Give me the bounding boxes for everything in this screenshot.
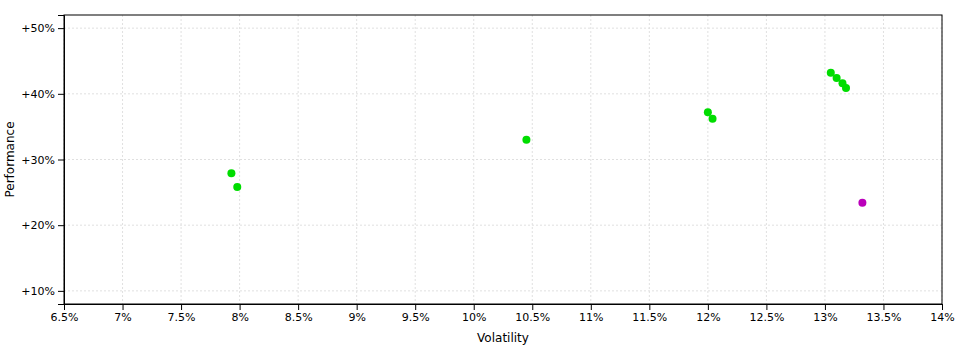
plot-area: 6.5% 7% 7.5% 8% 8.5% 9% 9.5% 10% 10.5% 11% 11.5% 12… <box>21 15 954 324</box>
point <box>233 183 241 191</box>
x-tick: 7.5% <box>168 304 196 324</box>
x-tick-label: 7% <box>114 311 131 324</box>
x-tick-label: 8% <box>231 311 248 324</box>
x-grid-line <box>239 15 240 304</box>
x-tick-label: 7.5% <box>168 311 196 324</box>
grid <box>64 15 942 304</box>
chart: 6.5% 7% 7.5% 8% 8.5% 9% 9.5% 10% 10.5% 11% 11.5% 12… <box>0 0 966 350</box>
x-tick-label: 11% <box>579 311 603 324</box>
x-tick-mark <box>825 304 826 310</box>
x-tick: 6.5% <box>51 304 79 324</box>
x-tick-label: 10.5% <box>515 311 550 324</box>
x-tick: 12% <box>696 304 720 324</box>
x-grid-line <box>415 15 416 304</box>
x-tick: 8.5% <box>285 304 313 324</box>
x-tick-mark <box>883 304 884 310</box>
x-tick-mark <box>591 304 592 310</box>
y-tick-mark <box>58 94 64 95</box>
y-tick-label: +50% <box>21 22 55 35</box>
y-tick-label: +30% <box>21 154 55 167</box>
y-tick-mark <box>58 28 64 29</box>
point <box>858 199 866 207</box>
y-tick-label: +40% <box>21 88 55 101</box>
y-axis-line <box>58 16 65 305</box>
x-tick-label: 13% <box>813 311 837 324</box>
plot-frame <box>64 15 942 304</box>
y-tick: +50% <box>21 22 64 35</box>
x-tick-label: 9.5% <box>402 311 430 324</box>
x-tick-mark <box>708 304 709 310</box>
x-axis-title: Volatility <box>477 331 529 345</box>
point <box>704 108 712 116</box>
x-tick-label: 8.5% <box>285 311 313 324</box>
x-tick-label: 6.5% <box>51 311 79 324</box>
x-tick: 12.5% <box>749 304 784 324</box>
y-grid-line <box>64 93 942 94</box>
x-axis-line <box>65 305 943 311</box>
x-tick-mark <box>181 304 182 310</box>
x-tick: 8% <box>231 304 248 324</box>
y-tick-mark <box>58 291 64 292</box>
x-tick-mark <box>942 304 943 310</box>
points <box>227 69 866 207</box>
x-tick-label: 9% <box>348 311 365 324</box>
x-tick: 10.5% <box>515 304 550 324</box>
x-tick-mark <box>298 304 299 310</box>
y-tick: +20% <box>21 219 64 232</box>
x-tick-mark <box>532 304 533 310</box>
point <box>842 84 850 92</box>
x-tick: 13.5% <box>866 304 901 324</box>
point <box>522 136 530 144</box>
x-grid-line <box>766 15 767 304</box>
x-tick-label: 11.5% <box>632 311 667 324</box>
series <box>858 199 866 207</box>
y-tick-mark <box>58 225 64 226</box>
y-grid-line <box>64 159 942 160</box>
y-axis-title: Performance <box>3 121 17 197</box>
x-tick: 7% <box>114 304 131 324</box>
x-tick: 13% <box>813 304 837 324</box>
x-tick: 10% <box>462 304 486 324</box>
y-tick: +40% <box>21 88 64 101</box>
y-tick-label: +20% <box>21 219 55 232</box>
y-grid-line <box>64 225 942 226</box>
point <box>709 115 717 123</box>
y-grid-line <box>64 28 942 29</box>
y-tick: +10% <box>21 285 64 298</box>
x-tick-mark <box>474 304 475 310</box>
x-tick: 11.5% <box>632 304 667 324</box>
y-axis: +10% +20% +30% +40% +50% <box>21 16 64 305</box>
x-tick-mark <box>123 304 124 310</box>
x-tick-label: 12% <box>696 311 720 324</box>
x-tick-mark <box>357 304 358 310</box>
point <box>227 169 235 177</box>
x-tick: 11% <box>579 304 603 324</box>
y-grid-line <box>64 290 942 291</box>
x-grid-line <box>122 15 123 304</box>
x-tick-label: 12.5% <box>749 311 784 324</box>
x-tick-label: 10% <box>462 311 486 324</box>
x-axis: 6.5% 7% 7.5% 8% 8.5% 9% 9.5% 10% 10.5% 11% 11.5% 12… <box>51 304 955 324</box>
y-tick: +30% <box>21 154 64 167</box>
x-tick-mark <box>415 304 416 310</box>
x-grid-line <box>590 15 591 304</box>
x-tick-mark <box>649 304 650 310</box>
x-grid-line <box>883 15 884 304</box>
x-tick-mark <box>766 304 767 310</box>
x-tick-label: 13.5% <box>866 311 901 324</box>
x-tick: 14% <box>930 304 954 324</box>
y-tick-label: +10% <box>21 285 55 298</box>
series <box>227 69 850 191</box>
x-tick-mark <box>240 304 241 310</box>
x-tick-label: 14% <box>930 311 954 324</box>
x-tick: 9% <box>348 304 365 324</box>
y-tick-mark <box>58 160 64 161</box>
x-tick: 9.5% <box>402 304 430 324</box>
